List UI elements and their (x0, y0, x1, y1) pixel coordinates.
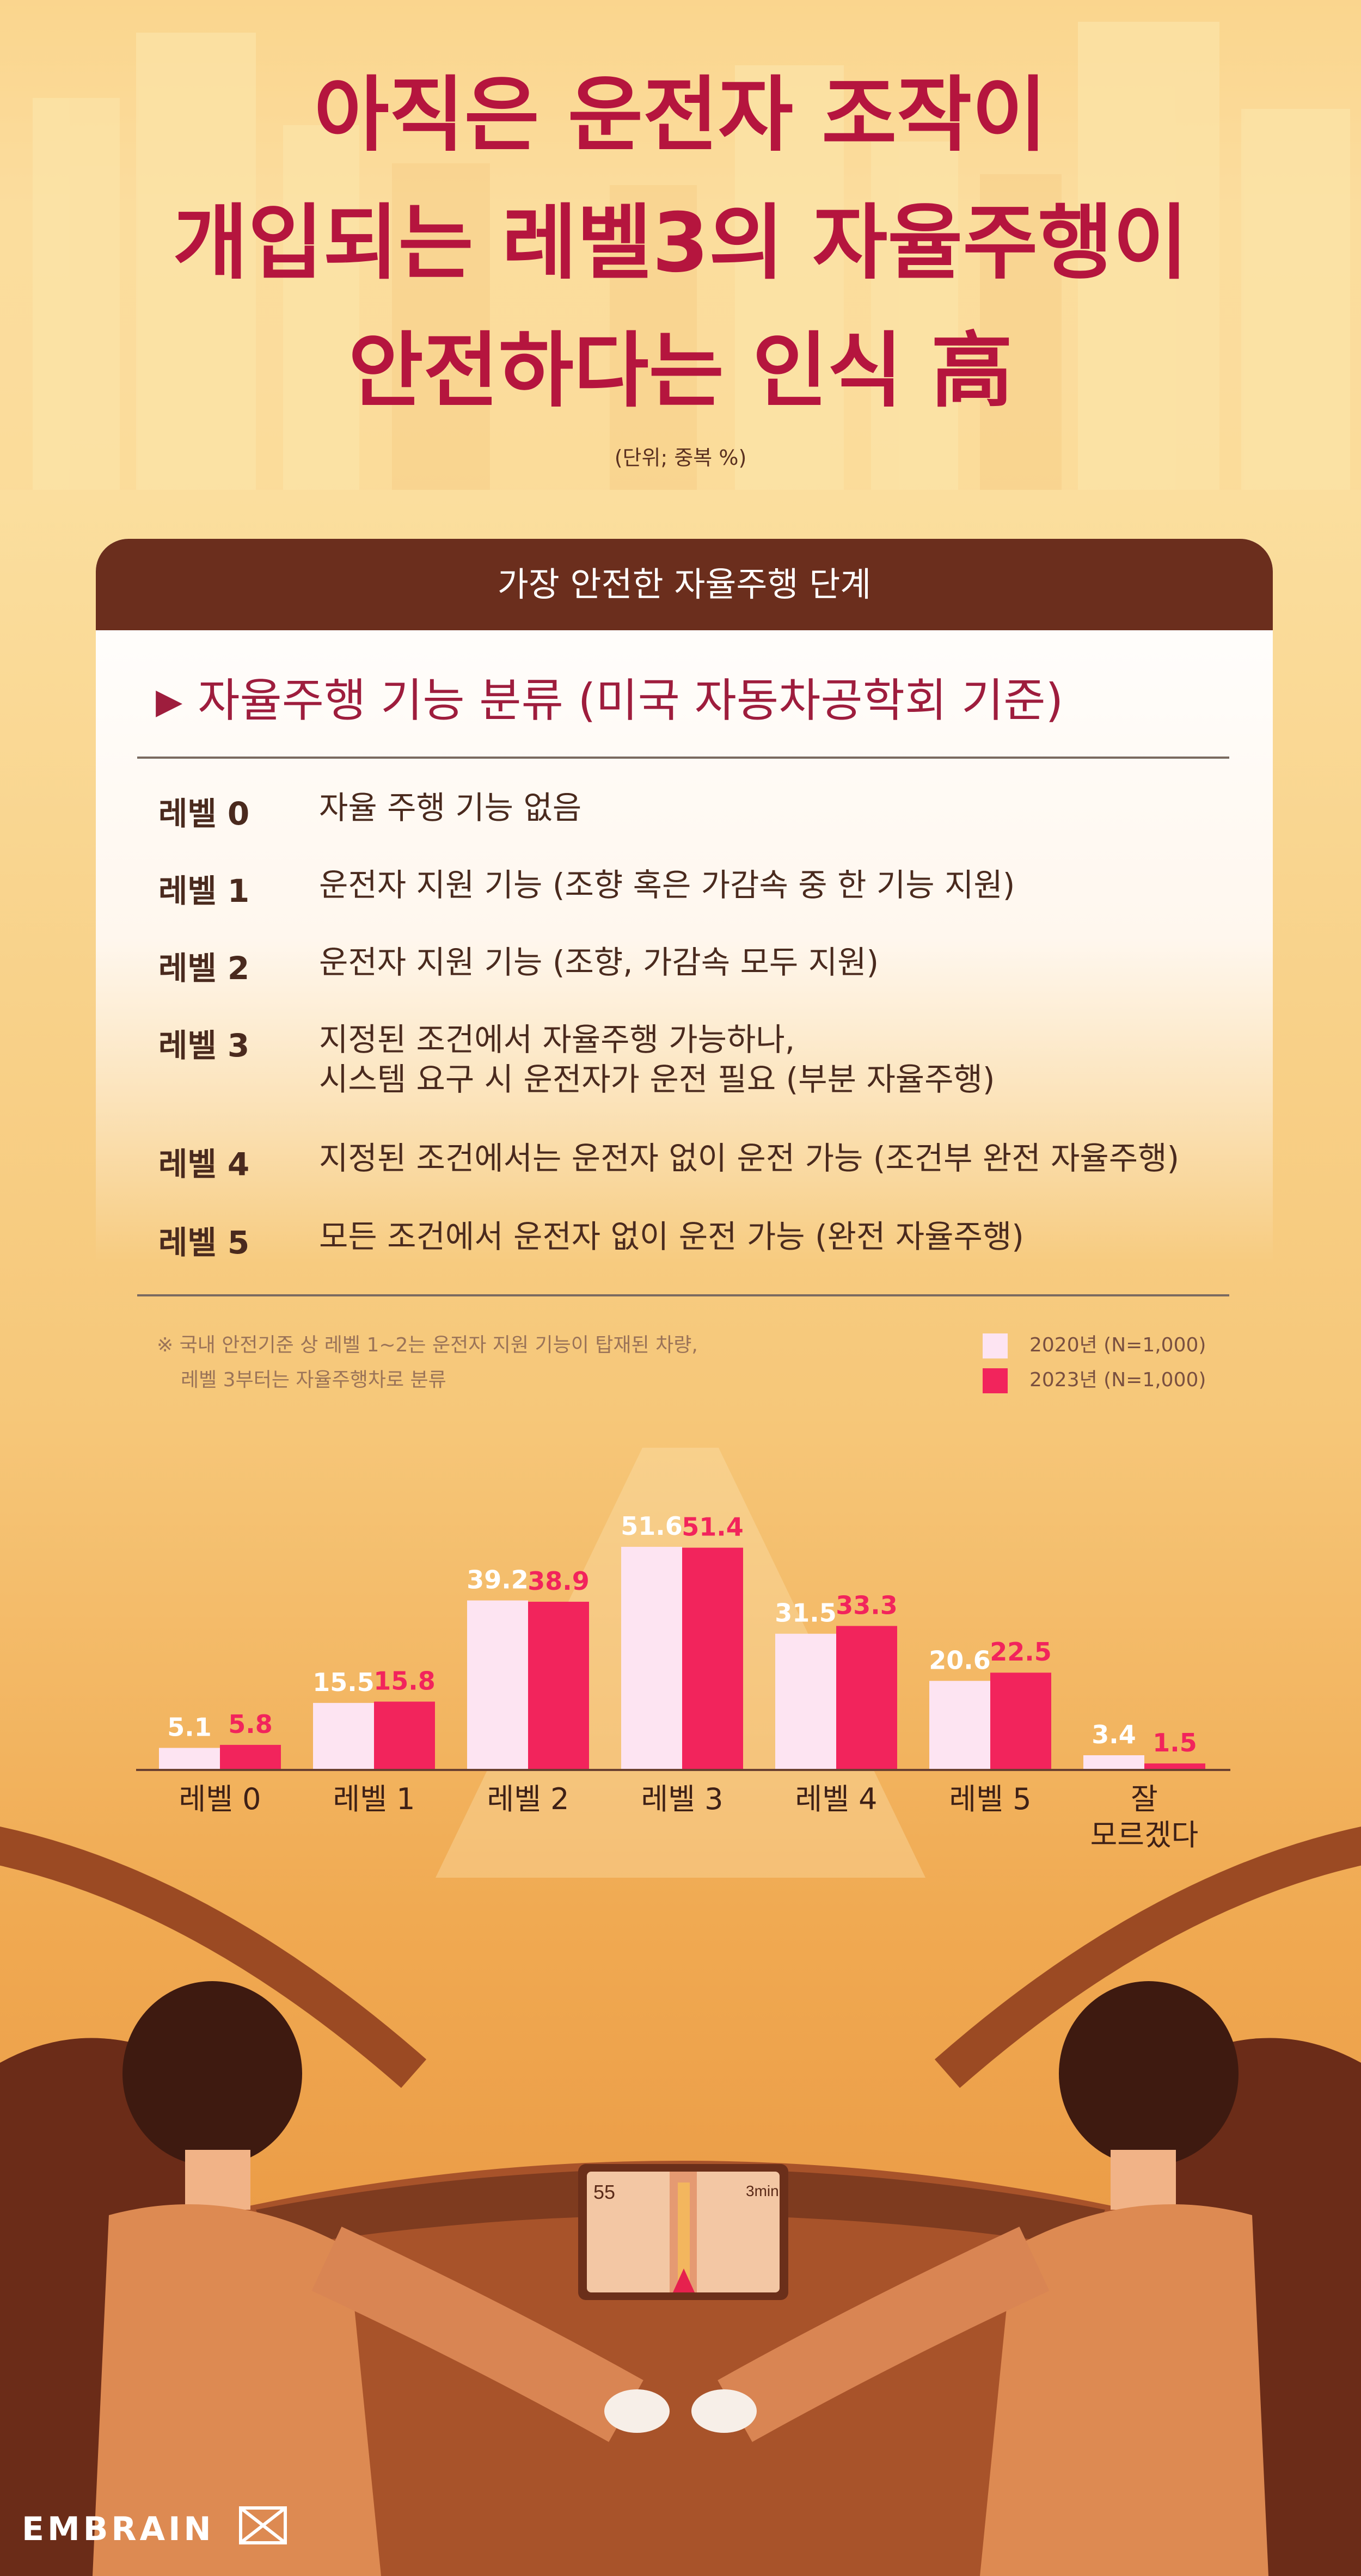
level-name: 레벨 2 (158, 950, 250, 987)
legend-label: 2023년 (N=1,000) (1029, 1369, 1206, 1391)
level-desc-line: 지정된 조건에서 자율주행 가능하나, (319, 1021, 795, 1058)
level-desc: 지정된 조건에서 자율주행 가능하나, 시스템 요구 시 운전자가 운전 필요 … (319, 1020, 995, 1099)
bar-2020 (159, 1748, 220, 1770)
data-label: 5.8 (228, 1710, 273, 1739)
level-name: 레벨 4 (158, 1146, 250, 1183)
bar-2020 (775, 1633, 836, 1770)
nav-time-readout: 3min (746, 2182, 779, 2199)
title-line: 개입되는 레벨3의 자율주행이 (173, 196, 1188, 291)
level-desc: 모든 조건에서 운전자 없이 운전 가능 (완전 자율주행) (319, 1218, 1024, 1255)
data-label: 33.3 (836, 1590, 898, 1620)
data-label: 38.9 (528, 1566, 590, 1596)
bar-2020 (313, 1702, 374, 1770)
data-label: 3.4 (1092, 1720, 1136, 1749)
category-label: 모르겠다 (1090, 1818, 1199, 1852)
legend-label: 2020년 (N=1,000) (1029, 1334, 1206, 1356)
legend-swatch (983, 1368, 1008, 1393)
triangle-right-icon: ▶ (156, 681, 183, 722)
data-label: 1.5 (1152, 1728, 1197, 1757)
legend-swatch (983, 1333, 1008, 1358)
bar-2023 (528, 1601, 589, 1770)
embrain-logo: EMBRAIN (22, 2506, 287, 2548)
bar-2023 (1144, 1763, 1205, 1770)
chart-legend: 2020년 (N=1,000) 2023년 (N=1,000) (983, 1328, 1206, 1398)
data-label: 15.8 (373, 1666, 436, 1695)
level-name: 레벨 3 (158, 1027, 250, 1064)
bar-2023 (990, 1673, 1051, 1770)
speed-readout: 55 (593, 2181, 615, 2203)
page-title: 아직은 운전자 조작이 개입되는 레벨3의 자율주행이 안전하다는 인식 高 (0, 52, 1361, 435)
data-label: 15.5 (312, 1668, 375, 1697)
level-name: 레벨 5 (158, 1224, 250, 1261)
card-header: 가장 안전한 자율주행 단계 (96, 539, 1273, 630)
level-desc: 지정된 조건에서는 운전자 없이 운전 가능 (조건부 완전 자율주행) (319, 1140, 1180, 1177)
level-name: 레벨 0 (158, 795, 250, 832)
divider-bottom (137, 1294, 1229, 1296)
right-passenger (691, 1981, 1268, 2576)
category-label: 레벨 0 (179, 1782, 261, 1816)
level-desc-line: 시스템 요구 시 운전자가 운전 필요 (부분 자율주행) (319, 1061, 995, 1098)
bar-2020 (621, 1547, 682, 1770)
brand-name: EMBRAIN (22, 2510, 214, 2548)
footnote: ※ 국내 안전기준 상 레벨 1~2는 운전자 지원 기능이 탑재된 차량, 레… (157, 1328, 865, 1398)
data-label: 5.1 (167, 1712, 212, 1742)
unit-note: (단위; 중복 %) (614, 446, 747, 470)
data-label: 51.4 (682, 1513, 744, 1542)
level-desc: 운전자 지원 기능 (조향 혹은 가감속 중 한 기능 지원) (319, 866, 1015, 903)
category-label: 레벨 3 (641, 1782, 724, 1816)
legend-item-2020: 2020년 (N=1,000) (983, 1328, 1206, 1363)
category-label: 잘 (1131, 1782, 1158, 1816)
category-label: 레벨 5 (949, 1782, 1032, 1816)
chart-bars: 5.1 5.8 15.515.8 39.238.9 51.651.4 31.533.3 20… (159, 1511, 1205, 1770)
car-interior-illustration: 55 3min (0, 1827, 1361, 2576)
data-label: 20.6 (929, 1645, 991, 1675)
data-label: 22.5 (990, 1637, 1052, 1667)
steering-wheel (0, 1827, 1361, 2088)
section-title: ▶ 자율주행 기능 분류 (미국 자동차공학회 기준) (156, 664, 1063, 730)
bar-chart: 5.1 5.8 15.515.8 39.238.9 51.651.4 31.533.3 20… (136, 1448, 1230, 1878)
category-label: 레벨 1 (333, 1782, 415, 1816)
legend-item-2023: 2023년 (N=1,000) (983, 1363, 1206, 1398)
footnote-line: ※ 국내 안전기준 상 레벨 1~2는 운전자 지원 기능이 탑재된 차량, (157, 1334, 698, 1356)
title-line: 안전하다는 인식 高 (348, 324, 1013, 419)
divider-top (137, 757, 1229, 759)
title-line: 아직은 운전자 조작이 (314, 68, 1047, 163)
left-passenger (93, 1981, 670, 2576)
bar-2020 (929, 1681, 990, 1770)
category-label: 레벨 4 (795, 1782, 878, 1816)
level-desc: 운전자 지원 기능 (조향, 가감속 모두 지원) (319, 944, 879, 981)
data-label: 39.2 (467, 1565, 529, 1595)
bar-2023 (682, 1547, 743, 1770)
embrain-mark-icon (238, 2506, 287, 2544)
dashboard (174, 2161, 1187, 2576)
section-title-text: 자율주행 기능 분류 (미국 자동차공학회 기준) (198, 674, 1064, 727)
bar-2023 (374, 1701, 435, 1770)
category-label: 레벨 2 (487, 1782, 569, 1816)
bar-2023 (220, 1744, 281, 1770)
bar-2023 (836, 1626, 897, 1770)
level-desc: 자율 주행 기능 없음 (319, 789, 582, 826)
bar-2020 (1083, 1755, 1144, 1770)
data-label: 31.5 (775, 1599, 837, 1628)
level-name: 레벨 1 (158, 872, 250, 909)
data-label: 51.6 (621, 1511, 683, 1541)
navigation-screen: 55 3min (578, 2164, 788, 2300)
background-skyline (0, 0, 1361, 490)
bar-2020 (467, 1600, 528, 1770)
footnote-line: 레벨 3부터는 자율주행차로 분류 (181, 1369, 446, 1391)
classification-card: 가장 안전한 자율주행 단계 ▶ 자율주행 기능 분류 (미국 자동차공학회 기준… (96, 539, 1273, 1263)
